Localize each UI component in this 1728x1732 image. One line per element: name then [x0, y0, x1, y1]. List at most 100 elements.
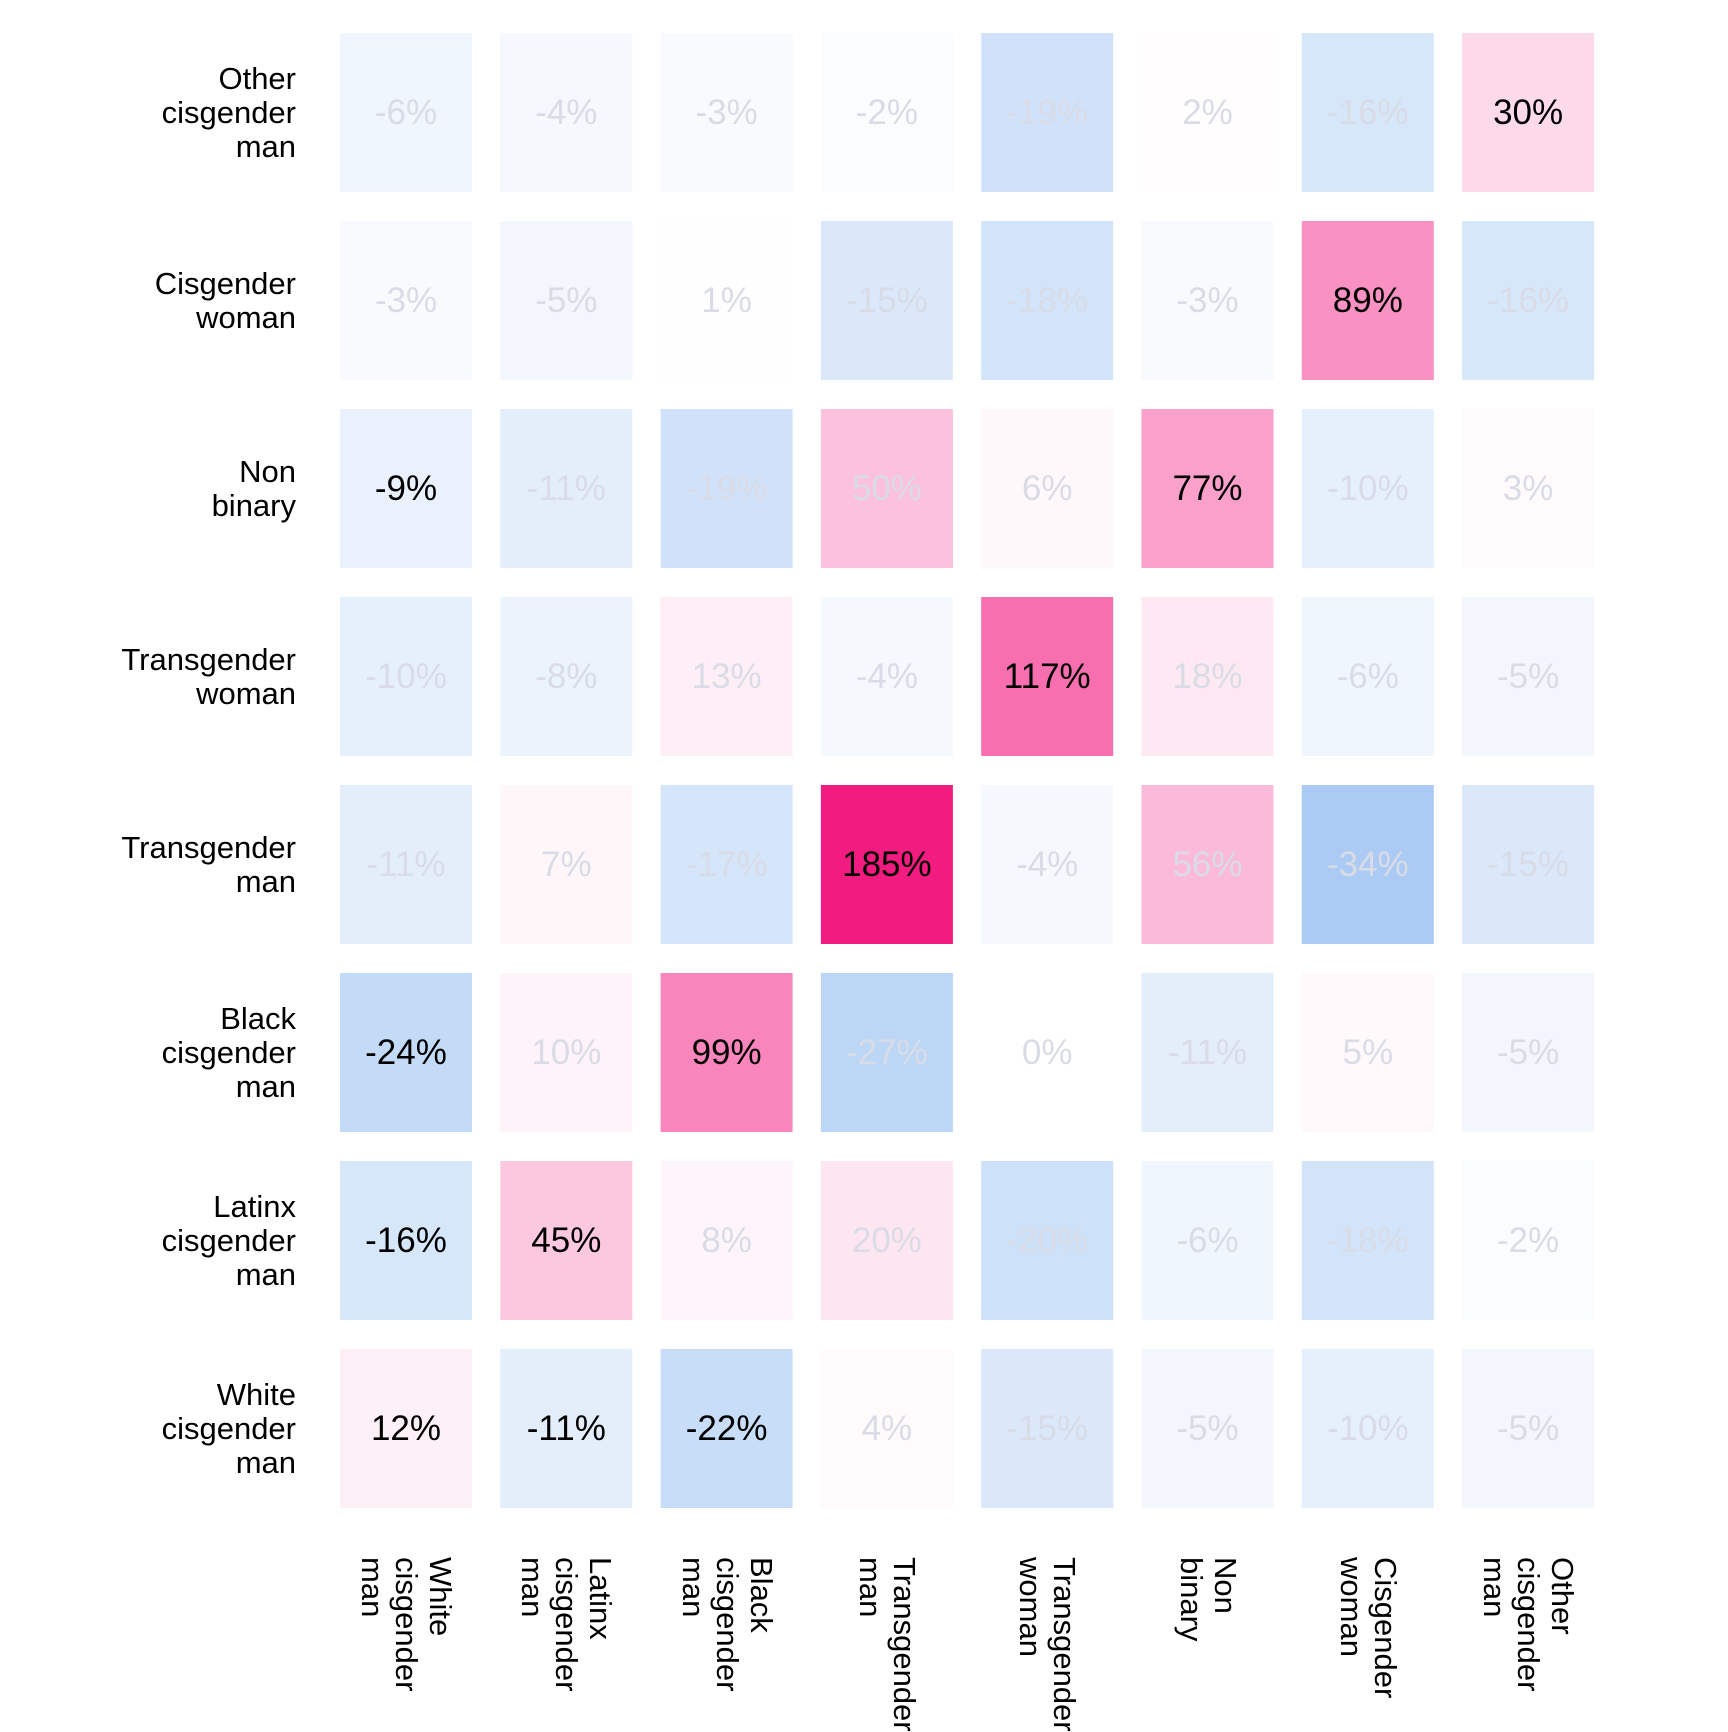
- cell-label: 45%: [531, 1221, 601, 1260]
- cell: [1141, 597, 1274, 756]
- cell-label: 1%: [701, 281, 752, 320]
- cell: [981, 409, 1114, 568]
- cell-label: -5%: [1176, 1409, 1238, 1448]
- cell: [1141, 33, 1274, 192]
- cell-label: -16%: [1487, 281, 1569, 320]
- cell-label: -3%: [375, 281, 437, 320]
- cell: [1462, 221, 1595, 380]
- x-tick-label: Cisgender woman: [1333, 1557, 1403, 1699]
- cell-label: -34%: [1327, 845, 1409, 884]
- cell: [981, 973, 1114, 1132]
- cell: [1462, 1161, 1595, 1320]
- cell-label: -11%: [527, 1409, 606, 1448]
- cell: [500, 785, 633, 944]
- cell: [820, 1161, 953, 1320]
- cell: [340, 785, 472, 944]
- cell-label: -4%: [535, 93, 597, 132]
- cell: [660, 409, 793, 568]
- cell: [660, 1349, 793, 1508]
- cell-label: -6%: [375, 93, 437, 132]
- cell-label: -6%: [1337, 657, 1399, 696]
- cell-label: -15%: [846, 281, 928, 320]
- cell: [1462, 33, 1595, 192]
- cell: [820, 785, 953, 944]
- cell: [1141, 409, 1274, 568]
- cell-label: 185%: [842, 845, 932, 884]
- cell-label: -10%: [1327, 1409, 1409, 1448]
- cell-label: -18%: [1006, 281, 1088, 320]
- cell: [500, 409, 633, 568]
- cell: [340, 597, 472, 756]
- cell: [981, 221, 1114, 380]
- cell-label: 117%: [1004, 657, 1091, 696]
- y-tick-label: White cisgender man: [161, 1376, 296, 1480]
- cell: [660, 1161, 793, 1320]
- cell-label: -5%: [535, 281, 597, 320]
- cell-label: -16%: [365, 1221, 447, 1260]
- cell: [340, 1349, 472, 1508]
- cell-label: 30%: [1493, 93, 1563, 132]
- y-tick-label: Black cisgender man: [161, 1000, 296, 1104]
- cell: [660, 785, 793, 944]
- cell: [1462, 973, 1595, 1132]
- cell: [981, 1161, 1114, 1320]
- cell-label: 2%: [1182, 93, 1233, 132]
- cell: [981, 597, 1114, 756]
- cell: [500, 973, 633, 1132]
- y-tick-label: Transgender man: [121, 829, 296, 899]
- cell: [820, 597, 953, 756]
- cell-label: 56%: [1172, 845, 1242, 884]
- cell: [1141, 973, 1274, 1132]
- cell-label: 5%: [1343, 1033, 1394, 1072]
- cell: [981, 785, 1114, 944]
- y-tick-label: Latinx cisgender man: [161, 1188, 296, 1292]
- y-tick-label: Other cisgender man: [161, 60, 296, 164]
- cell-label: 50%: [852, 469, 922, 508]
- cell-label: 18%: [1172, 657, 1242, 696]
- cell-label: -4%: [1016, 845, 1078, 884]
- cell-label: -11%: [527, 469, 606, 508]
- cell-label: -8%: [535, 657, 597, 696]
- cell: [500, 597, 633, 756]
- x-tick-label: White cisgender man: [355, 1557, 458, 1692]
- y-tick-label: Transgender woman: [121, 641, 296, 711]
- cell-label: 10%: [531, 1033, 601, 1072]
- cell: [1301, 409, 1434, 568]
- cell: [1301, 33, 1434, 192]
- cell-label: 0%: [1022, 1033, 1073, 1072]
- cell-label: 12%: [371, 1409, 441, 1448]
- cell: [1301, 1161, 1434, 1320]
- cell: [820, 1349, 953, 1508]
- cell: [820, 973, 953, 1132]
- cell-label: -11%: [366, 845, 445, 884]
- cell-label: 3%: [1503, 469, 1554, 508]
- cell: [660, 221, 793, 380]
- cell: [1462, 785, 1595, 944]
- cell: [1141, 221, 1274, 380]
- cell: [1141, 1349, 1274, 1508]
- x-tick-label: Latinx cisgender man: [515, 1557, 619, 1692]
- cell: [1301, 785, 1434, 944]
- x-tick-label: Other cisgender man: [1477, 1557, 1581, 1692]
- cell-label: 20%: [852, 1221, 922, 1260]
- cell: [1301, 597, 1434, 756]
- cell: [820, 221, 953, 380]
- cell-label: -18%: [1327, 1221, 1409, 1260]
- cell-label: 13%: [692, 657, 762, 696]
- cell: [340, 973, 472, 1132]
- cell: [1462, 1349, 1595, 1508]
- cell-label: -3%: [1176, 281, 1238, 320]
- cell: [820, 409, 953, 568]
- cell-label: -17%: [686, 845, 768, 884]
- cell: [500, 221, 633, 380]
- x-tick-label: Black cisgender man: [675, 1557, 779, 1692]
- cell: [660, 33, 793, 192]
- cell: [500, 1161, 633, 1320]
- cell-label: -15%: [1006, 1409, 1088, 1448]
- cell-label: -6%: [1176, 1221, 1238, 1260]
- cell-label: 99%: [692, 1033, 762, 1072]
- y-tick-label: Non binary: [211, 453, 296, 523]
- x-tick-label: Non binary: [1173, 1557, 1243, 1642]
